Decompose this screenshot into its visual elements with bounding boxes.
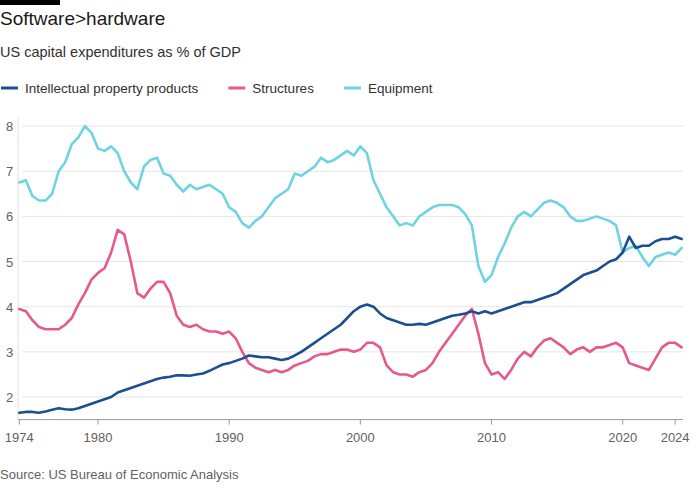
x-tick	[675, 420, 676, 425]
legend-swatch	[344, 87, 361, 90]
legend-swatch	[228, 87, 245, 90]
y-tick-label: 3	[6, 345, 13, 360]
legend-label: Structures	[252, 81, 314, 96]
subtitle: US capital expenditures as % of GDP	[0, 44, 241, 60]
x-tick-label: 2010	[477, 430, 506, 445]
y-tick-label: 4	[6, 300, 13, 315]
series-lines	[19, 126, 681, 413]
y-tick-label: 8	[6, 119, 13, 134]
legend: Intellectual property products Structures…	[1, 81, 433, 96]
top-bar	[0, 0, 60, 5]
grid-line	[22, 171, 683, 172]
x-tick	[622, 420, 623, 425]
source: Source: US Bureau of Economic Analysis	[0, 467, 239, 482]
y-tick-label: 2	[6, 390, 13, 405]
title: Software>hardware	[0, 8, 165, 29]
grid-line	[22, 261, 683, 262]
x-tick	[229, 420, 230, 425]
series-line	[19, 126, 681, 282]
grid-line	[22, 216, 683, 217]
x-tick-label: 2024	[661, 430, 690, 445]
x-tick	[98, 420, 99, 425]
grid-line	[22, 306, 683, 307]
legend-label: Intellectual property products	[25, 81, 199, 96]
x-tick-label: 2000	[346, 430, 375, 445]
grid-line	[22, 397, 683, 398]
chart: Software>hardware US capital expenditures…	[0, 0, 700, 500]
x-tick-label: 1974	[5, 430, 34, 445]
series-line	[19, 230, 681, 379]
x-tick-label: 1980	[84, 430, 113, 445]
x-tick	[19, 420, 20, 425]
y-tick-label: 6	[6, 209, 13, 224]
x-tick	[491, 420, 492, 425]
legend-label: Equipment	[368, 81, 433, 96]
y-tick-label: 5	[6, 255, 13, 270]
x-tick-label: 2020	[608, 430, 637, 445]
grid	[22, 126, 683, 397]
series-line	[19, 237, 681, 413]
y-axis-line	[18, 117, 19, 420]
legend-swatch	[1, 87, 18, 90]
grid-line	[22, 126, 683, 127]
x-tick-label: 1990	[215, 430, 244, 445]
y-tick-label: 7	[6, 164, 13, 179]
x-tick	[360, 420, 361, 425]
x-axis-line	[18, 419, 683, 420]
